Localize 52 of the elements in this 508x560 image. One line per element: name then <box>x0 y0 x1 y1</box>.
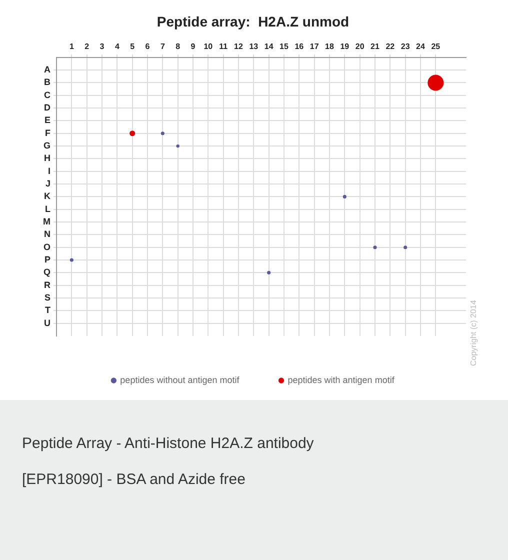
y-tick-label: G <box>43 140 50 151</box>
x-tick-label: 20 <box>355 42 365 51</box>
y-tick-label: R <box>44 280 51 290</box>
x-tick-label: 10 <box>204 42 214 51</box>
y-tick-label: S <box>44 292 50 302</box>
text: Copyright (c) 2014 <box>469 300 478 366</box>
y-tick-label: K <box>44 191 51 202</box>
x-tick-label: 17 <box>310 42 320 51</box>
y-tick-label: D <box>44 102 51 113</box>
y-tick-label: C <box>44 90 51 100</box>
y-tick-label: P <box>44 254 50 265</box>
x-tick-label: 11 <box>219 42 228 51</box>
x-tick-label: 15 <box>280 42 289 51</box>
y-tick-label: L <box>44 204 51 214</box>
x-tick-label: 2 <box>84 42 90 51</box>
x-tick-label: 22 <box>386 42 396 51</box>
x-tick-label: 21 <box>370 42 380 51</box>
y-tick-label: J <box>45 178 50 189</box>
x-tick-label: 13 <box>249 42 259 51</box>
y-tick-label: F <box>44 128 51 138</box>
y-tick-label: I <box>48 166 50 176</box>
legend-label: peptides with antigen motif <box>288 374 395 385</box>
x-tick-label: 6 <box>145 42 150 51</box>
y-tick-label: Q <box>43 267 50 278</box>
y-tick-label: E <box>44 115 50 126</box>
y-tick-label: M <box>42 216 50 227</box>
x-tick-label: 1 <box>69 42 74 51</box>
x-tick-label: 24 <box>416 42 426 51</box>
x-tick-label: 5 <box>130 42 136 51</box>
text: [EPR18090] - BSA and Azide free <box>22 470 246 490</box>
y-tick-label: T <box>44 305 51 316</box>
x-tick-label: 23 <box>400 42 410 51</box>
x-tick-label: 7 <box>160 42 166 51</box>
x-tick-label: 18 <box>325 42 334 51</box>
y-tick-label: U <box>44 318 50 328</box>
x-tick-label: 16 <box>294 42 304 51</box>
x-tick-label: 14 <box>264 42 274 51</box>
text: Peptide Array - Anti-Histone H2A.Z antibody <box>22 434 315 454</box>
x-tick-label: 9 <box>190 42 196 51</box>
x-tick-label: 8 <box>176 42 181 51</box>
x-tick-label: 3 <box>100 42 105 51</box>
x-tick-label: 12 <box>234 42 244 51</box>
y-tick-label: B <box>44 77 51 88</box>
y-tick-label: N <box>44 229 50 240</box>
chart-title: Peptide array: H2A.Z unmod <box>156 13 350 30</box>
legend-label: peptides without antigen motif <box>120 374 240 385</box>
x-tick-label: 19 <box>340 42 350 51</box>
x-tick-label: 25 <box>431 42 441 51</box>
x-tick-label: 4 <box>114 42 120 51</box>
y-tick-label: O <box>43 242 50 252</box>
y-tick-label: A <box>44 64 51 75</box>
y-tick-label: H <box>44 153 50 164</box>
